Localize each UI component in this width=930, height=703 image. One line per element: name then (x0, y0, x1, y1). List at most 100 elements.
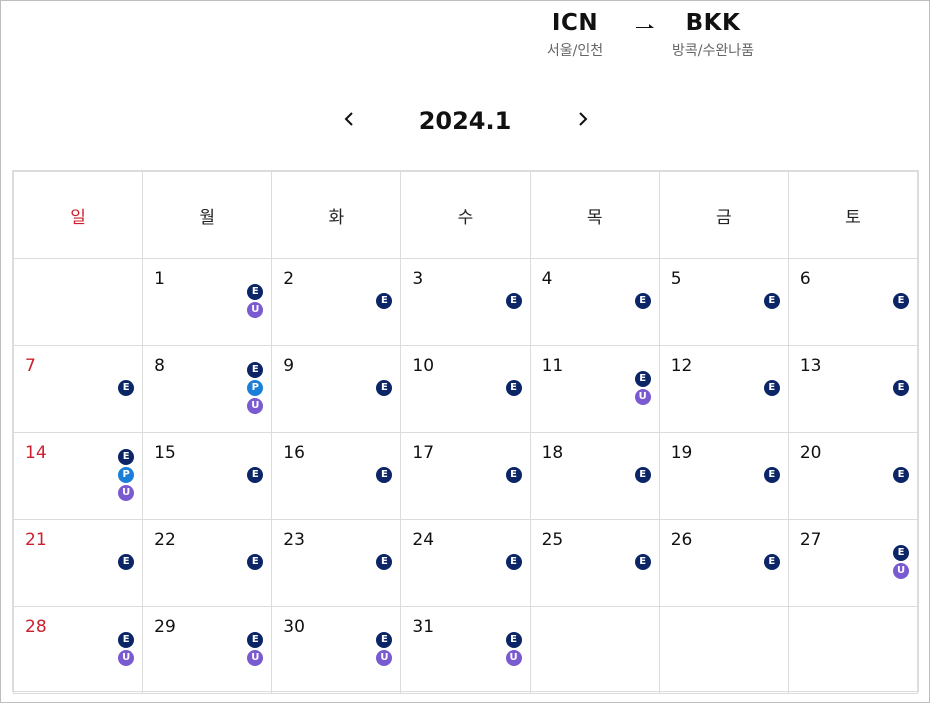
origin-airport: ICN 서울/인천 (535, 3, 615, 61)
day-number: 6 (799, 269, 811, 289)
fare-class-U-badge: U (505, 650, 522, 666)
origin-code: ICN (551, 10, 599, 36)
day-number: 23 (283, 530, 305, 550)
fare-class-E-badge: E (247, 284, 264, 300)
day-number: 3 (412, 269, 424, 289)
day-cell[interactable]: 20 E (787, 432, 919, 520)
fare-class-badges: E (376, 293, 393, 309)
day-cell[interactable]: 19 E (658, 432, 789, 520)
fare-class-E-badge: E (893, 293, 909, 309)
fare-class-U-badge: U (118, 650, 135, 666)
day-cell[interactable]: 30 E U (271, 606, 402, 694)
fare-class-U-badge: U (893, 563, 909, 579)
fare-class-badges: E (118, 554, 135, 570)
day-cell[interactable]: 27 E U (787, 519, 919, 607)
day-number: 31 (412, 617, 435, 637)
day-cell[interactable]: 11 E U (529, 345, 660, 433)
fare-class-badges: E (893, 380, 909, 396)
fare-class-E-badge: E (505, 632, 522, 648)
fare-class-badges: E (634, 467, 651, 483)
day-number: 12 (670, 356, 693, 376)
fare-class-badges: E (763, 380, 780, 396)
fare-class-E-badge: E (505, 380, 522, 396)
fare-class-E-badge: E (376, 554, 393, 570)
fare-class-E-badge: E (118, 380, 135, 396)
fare-class-badges: E (505, 554, 522, 570)
day-cell[interactable]: 29 E U (142, 606, 273, 694)
day-cell[interactable]: 22 E (142, 519, 273, 607)
day-number: 22 (154, 530, 176, 550)
chevron-right-icon (579, 112, 588, 126)
day-number: 10 (412, 356, 435, 376)
fare-class-badges: E (634, 554, 651, 570)
fare-class-E-badge: E (247, 632, 264, 648)
day-cell[interactable]: 17 E (400, 432, 531, 520)
weekday-header: 금 (658, 171, 789, 259)
prev-month-button[interactable] (337, 107, 361, 131)
fare-class-E-badge: E (634, 467, 651, 483)
day-number: 17 (412, 443, 435, 463)
next-month-button[interactable] (571, 107, 595, 131)
fare-class-badges: E (247, 467, 264, 483)
fare-class-E-badge: E (763, 293, 780, 309)
empty-day-cell (658, 606, 789, 694)
fare-class-badges: E (118, 380, 135, 396)
day-cell[interactable]: 21 E (12, 519, 144, 607)
week-row: 14 E P U 15 E 16 E 17 E 18 E 19 E 20 E (12, 432, 919, 520)
fare-class-E-badge: E (247, 467, 264, 483)
day-number: 9 (283, 356, 295, 376)
week-row: 7 E 8 E P U 9 E 10 E 11 E U 12 E 13 E (12, 345, 919, 433)
fare-class-U-badge: U (634, 389, 651, 405)
fare-class-E-badge: E (763, 554, 780, 570)
day-cell[interactable]: 31 E U (400, 606, 531, 694)
day-number: 8 (154, 356, 165, 376)
fare-class-E-badge: E (247, 362, 264, 378)
day-cell[interactable]: 14 E P U (12, 432, 144, 520)
day-number: 18 (541, 443, 564, 463)
day-number: 21 (25, 530, 47, 550)
day-cell[interactable]: 15 E (142, 432, 273, 520)
fare-class-E-badge: E (634, 554, 651, 570)
origin-city: 서울/인천 (546, 43, 604, 59)
chevron-left-icon (344, 112, 353, 126)
calendar-body: 1 E U 2 E 3 E 4 E 5 E 6 E 7 E 8 E P U 9 E 10 E 11 E U 12 E 13 E 14 E P U 1… (12, 258, 919, 694)
day-cell[interactable]: 12 E (658, 345, 789, 433)
fare-class-E-badge: E (763, 380, 780, 396)
day-cell[interactable]: 26 E (658, 519, 789, 607)
day-cell[interactable]: 18 E (529, 432, 660, 520)
day-number: 2 (283, 269, 295, 289)
day-number: 24 (412, 530, 435, 550)
day-cell[interactable]: 10 E (400, 345, 531, 433)
fare-class-E-badge: E (634, 371, 651, 387)
day-cell[interactable]: 13 E (787, 345, 919, 433)
week-row: 28 E U 29 E U 30 E U 31 E U (12, 606, 919, 694)
day-cell[interactable]: 28 E U (12, 606, 144, 694)
day-cell[interactable]: 23 E (271, 519, 402, 607)
day-number: 11 (541, 356, 564, 376)
day-number: 13 (799, 356, 822, 376)
fare-class-E-badge: E (376, 467, 393, 483)
day-number: 7 (25, 356, 36, 376)
day-cell[interactable]: 24 E (400, 519, 531, 607)
fare-class-badges: E (505, 467, 522, 483)
day-cell[interactable]: 25 E (529, 519, 660, 607)
empty-day-cell (12, 258, 144, 346)
day-cell[interactable]: 16 E (271, 432, 402, 520)
